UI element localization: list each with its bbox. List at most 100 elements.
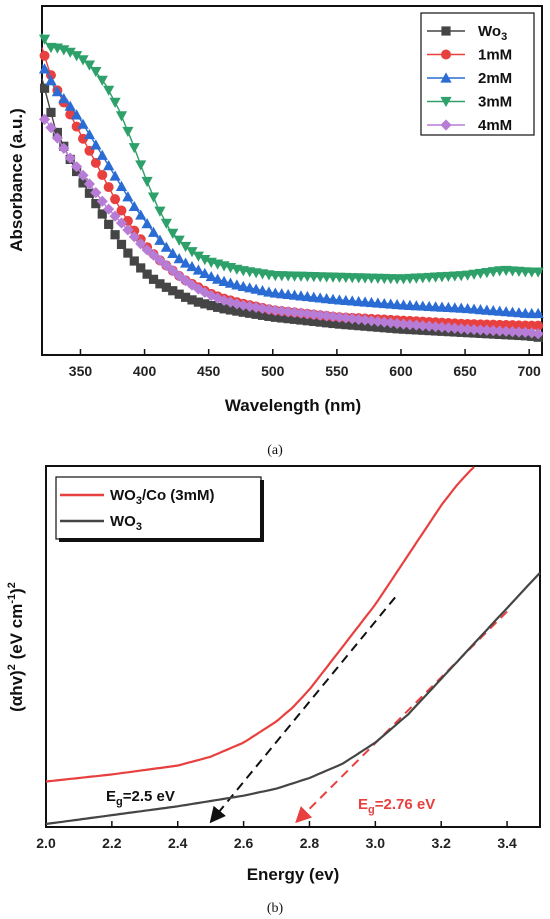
data-point — [39, 83, 50, 93]
data-point — [109, 97, 121, 109]
data-point — [123, 248, 133, 258]
data-point — [397, 318, 410, 330]
data-point — [359, 314, 371, 326]
x-tick-label: 3.0 — [366, 835, 386, 851]
legend-entry: Wo3 — [427, 23, 507, 43]
data-point — [192, 264, 205, 275]
series-3 — [38, 33, 544, 285]
data-point — [237, 280, 249, 292]
data-point — [423, 320, 435, 332]
data-point — [378, 316, 390, 328]
legend-entry: 2mM — [427, 70, 512, 87]
plot-area-b — [45, 465, 541, 828]
x-tick-label: 550 — [325, 363, 349, 379]
data-point — [173, 235, 185, 246]
data-point — [45, 75, 57, 86]
data-point — [179, 275, 192, 287]
data-point — [147, 192, 160, 203]
data-point — [110, 230, 120, 240]
data-point — [340, 312, 352, 324]
data-point — [193, 297, 204, 307]
series-curve-1 — [45, 571, 541, 826]
data-point — [84, 188, 95, 198]
data-point — [532, 267, 544, 278]
data-point — [341, 320, 351, 330]
data-point — [173, 252, 185, 264]
data-point — [38, 63, 51, 74]
data-point — [333, 311, 346, 323]
data-point — [155, 279, 165, 289]
data-point — [83, 60, 96, 71]
data-point — [160, 259, 172, 272]
data-point — [277, 313, 287, 323]
data-point — [487, 325, 499, 337]
data-point — [327, 310, 339, 323]
data-point — [269, 304, 281, 316]
data-point — [417, 320, 429, 332]
data-point — [103, 203, 115, 215]
data-point — [83, 178, 96, 190]
legend-label: Wo3 — [478, 23, 507, 43]
data-point — [103, 160, 115, 171]
x-tick-label: 2.8 — [300, 835, 320, 851]
data-point — [160, 241, 172, 252]
legend-marker — [441, 26, 451, 36]
data-point — [404, 319, 416, 331]
data-point — [116, 205, 127, 216]
data-point — [245, 308, 255, 318]
data-point — [90, 67, 102, 78]
x-tick-label: 500 — [261, 363, 285, 379]
data-point — [141, 218, 153, 229]
data-point — [365, 315, 378, 327]
data-point — [128, 231, 140, 243]
data-point — [354, 321, 364, 331]
data-point — [154, 234, 166, 245]
data-point — [391, 317, 403, 330]
data-point — [506, 326, 519, 338]
data-point — [238, 307, 248, 317]
data-point — [122, 191, 134, 202]
data-point — [436, 321, 448, 333]
legend-box — [55, 476, 262, 540]
data-point — [115, 111, 128, 122]
data-point — [58, 93, 70, 104]
data-point — [295, 307, 307, 319]
data-point — [103, 85, 115, 96]
x-ticks-b: 2.0 2.2 2.4 2.6 2.8 3.0 3.2 3.4 — [36, 821, 517, 851]
data-point — [179, 241, 192, 253]
data-point — [232, 306, 242, 316]
data-point — [199, 286, 211, 299]
data-point — [135, 209, 147, 220]
data-point — [256, 284, 269, 296]
data-point — [288, 306, 301, 319]
data-point — [154, 254, 166, 266]
tangent-line — [209, 596, 396, 824]
legend-a: Wo3 1mM 2mM 3mM 4mM — [420, 12, 535, 136]
data-point — [532, 328, 544, 340]
series-2 — [38, 63, 544, 319]
data-point — [410, 319, 422, 331]
data-point — [167, 265, 179, 277]
x-ticks-a: 350 400 450 500 550 600 650 700 — [69, 349, 541, 379]
data-point — [128, 143, 140, 154]
data-point — [474, 324, 487, 336]
data-point — [109, 170, 121, 181]
legend-shadow — [59, 538, 264, 542]
data-point — [122, 224, 134, 236]
data-point — [90, 157, 101, 168]
legend-entry: 4mM — [427, 117, 512, 134]
data-point — [96, 75, 108, 86]
data-point — [96, 195, 108, 207]
data-point — [462, 323, 474, 335]
data-point — [167, 247, 179, 259]
data-point — [116, 239, 127, 250]
data-point — [192, 283, 205, 295]
data-point — [78, 178, 88, 188]
legend-label: WO3 — [110, 513, 142, 533]
data-point — [168, 286, 178, 296]
data-point — [200, 299, 210, 309]
data-point — [90, 139, 102, 150]
x-tick-label: 400 — [133, 363, 157, 379]
legend-marker — [440, 96, 452, 108]
